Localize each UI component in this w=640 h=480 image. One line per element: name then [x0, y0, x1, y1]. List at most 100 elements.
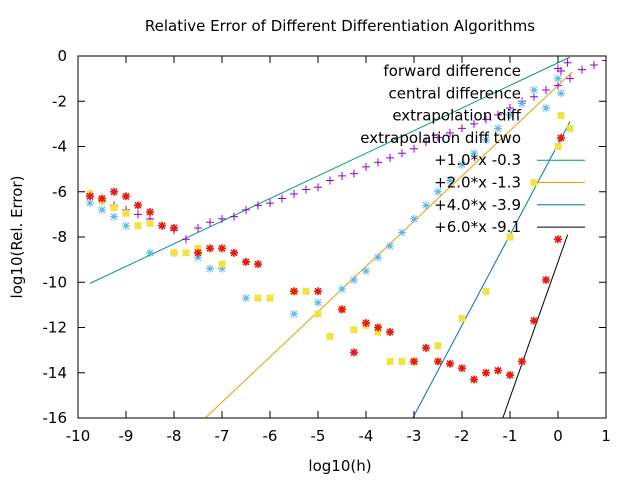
data-point-1 — [494, 124, 502, 133]
data-point-2 — [506, 233, 514, 241]
data-point-3 — [290, 287, 298, 296]
chart-title: Relative Error of Different Differentiat… — [145, 17, 535, 35]
data-point-0 — [590, 61, 598, 70]
x-tick-label: -3 — [407, 427, 422, 445]
data-point-3-shape — [290, 287, 298, 296]
data-point-3-shape — [386, 328, 394, 337]
data-point-3-shape — [110, 187, 118, 196]
data-point-0 — [326, 176, 334, 185]
x-tick-label: -10 — [66, 427, 91, 445]
data-point-1-shape — [530, 85, 538, 94]
data-point-0 — [506, 104, 514, 113]
data-point-3-shape — [410, 357, 418, 366]
legend-swatch-2 — [557, 112, 565, 120]
data-point-1 — [530, 85, 538, 94]
data-point-1-shape — [470, 149, 478, 158]
data-point-1 — [98, 205, 106, 214]
data-point-0-shape — [566, 74, 574, 83]
tick-marks — [77, 55, 607, 419]
data-point-2-shape — [182, 249, 190, 257]
data-point-0 — [446, 128, 454, 137]
data-point-1-shape — [374, 253, 382, 262]
data-point-3 — [194, 248, 202, 257]
data-point-2-shape — [218, 260, 226, 268]
data-point-0-shape — [482, 115, 490, 124]
data-point-0 — [563, 58, 572, 67]
data-point-3 — [554, 235, 562, 244]
data-point-3-shape — [146, 208, 154, 217]
data-point-0-shape — [386, 153, 394, 162]
data-point-0-shape — [278, 194, 286, 203]
data-point-3 — [386, 328, 394, 337]
data-point-2-shape — [170, 249, 178, 257]
data-point-0-shape — [398, 149, 406, 158]
data-point-2-shape — [398, 357, 406, 365]
data-point-2 — [302, 287, 310, 295]
x-tick-label: -2 — [455, 427, 470, 445]
data-point-1 — [542, 104, 550, 113]
data-point-3-shape — [482, 368, 490, 377]
data-point-2 — [134, 222, 142, 230]
x-tick-label: 1 — [601, 427, 611, 445]
data-point-1-shape — [242, 294, 250, 303]
data-point-1 — [362, 266, 370, 275]
legend-swatch-2-shape — [557, 112, 565, 120]
data-point-0-shape — [206, 218, 214, 227]
data-point-0 — [530, 92, 538, 101]
data-point-1-shape — [482, 135, 490, 144]
x-tick-label: -8 — [167, 427, 182, 445]
data-point-2-shape — [530, 179, 538, 187]
data-point-2 — [458, 314, 466, 322]
data-point-0-shape — [602, 56, 606, 65]
data-point-1-shape — [410, 214, 418, 223]
data-point-3 — [458, 364, 466, 373]
data-point-0 — [410, 144, 418, 153]
data-point-2 — [350, 326, 358, 334]
data-point-1-shape — [350, 275, 358, 284]
data-point-0 — [290, 190, 298, 199]
data-point-1 — [350, 275, 358, 284]
data-point-3-shape — [206, 244, 214, 253]
data-point-1 — [194, 253, 202, 262]
data-point-0 — [542, 85, 550, 94]
data-point-3-shape — [122, 192, 130, 201]
y-tick-label: -16 — [43, 409, 68, 427]
data-point-3 — [146, 208, 154, 217]
legend-label-2: extrapolation diff — [392, 107, 521, 125]
y-tick-label: 0 — [57, 47, 67, 65]
data-point-2 — [326, 333, 334, 341]
data-point-2 — [374, 328, 382, 336]
data-point-1-shape — [506, 110, 514, 119]
data-point-3-shape — [254, 260, 262, 269]
data-point-0-shape — [254, 201, 262, 210]
fit-line-7 — [502, 234, 569, 418]
data-point-0 — [482, 115, 490, 124]
legend: forward difference central difference extr… — [360, 62, 585, 236]
data-point-2 — [566, 124, 574, 132]
data-point-0 — [470, 119, 478, 128]
legend-label-7: +6.0*x -9.1 — [434, 218, 521, 236]
data-point-2 — [110, 204, 118, 212]
data-point-0-shape — [554, 81, 562, 90]
data-point-1 — [122, 221, 130, 230]
x-tick-label: -6 — [263, 427, 278, 445]
data-point-3-shape — [98, 194, 106, 203]
data-point-0 — [422, 137, 430, 146]
data-point-3 — [218, 244, 226, 253]
legend-swatch-3 — [557, 133, 565, 142]
data-point-0-shape — [506, 104, 514, 113]
data-point-2-shape — [110, 204, 118, 212]
data-point-1 — [434, 187, 442, 196]
data-point-0 — [338, 171, 346, 180]
data-point-2 — [182, 249, 190, 257]
data-point-0-shape — [530, 92, 538, 101]
data-point-0-shape — [338, 171, 346, 180]
legend-label-0: forward difference — [383, 62, 521, 80]
data-point-2-shape — [554, 143, 562, 150]
data-point-0-shape — [590, 61, 598, 70]
data-point-1-shape — [194, 253, 202, 262]
y-tick-label: -12 — [43, 319, 68, 337]
data-point-1 — [554, 74, 562, 83]
data-point-2 — [482, 287, 490, 295]
data-point-0 — [278, 194, 286, 203]
